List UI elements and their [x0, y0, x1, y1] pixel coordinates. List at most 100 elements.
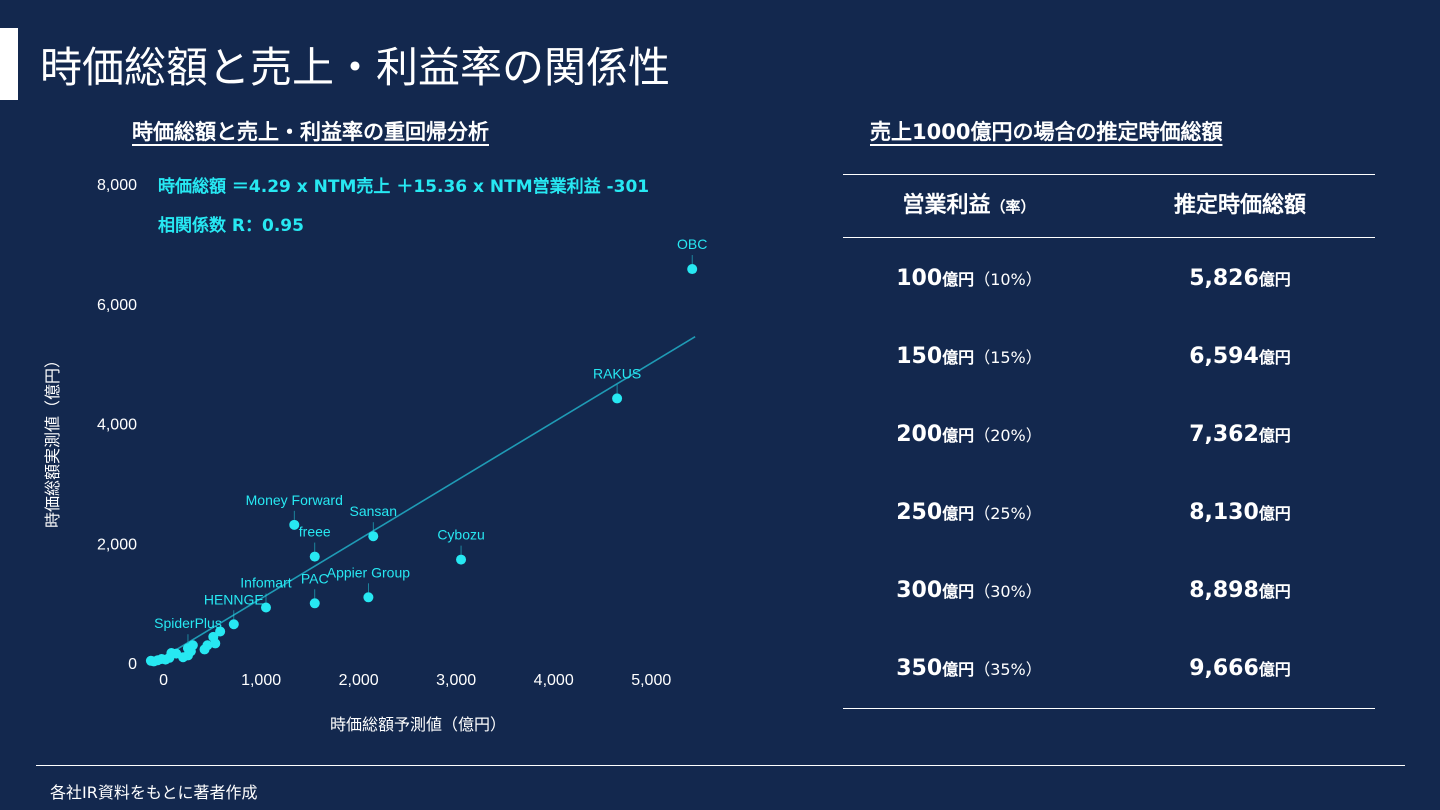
data-point [309, 598, 320, 609]
profit-value: 250 [896, 500, 943, 525]
table-row: 300億円（30%） 8,898億円 [843, 552, 1375, 630]
page-title: 時価総額と売上・利益率の関係性 [40, 43, 671, 92]
y-tick-label: 8,000 [97, 177, 137, 194]
market-cap-value: 8,898 [1189, 578, 1259, 603]
profit-cell: 300億円（30%） [843, 552, 1095, 630]
x-tick-label: 0 [159, 672, 168, 689]
footer-source: 各社IR資料をもとに著者作成 [50, 783, 258, 802]
market-cap-cell: 9,666億円 [1105, 630, 1375, 708]
profit-value: 200 [896, 422, 943, 447]
trendline [153, 336, 696, 664]
data-point [145, 655, 156, 666]
point-label: Cybozu [437, 527, 484, 543]
profit-unit: 億円 [942, 582, 975, 601]
profit-rate: （15%） [974, 348, 1042, 367]
market-cap-value: 7,362 [1189, 422, 1259, 447]
x-tick-label: 3,000 [436, 672, 476, 689]
market-cap-unit: 億円 [1258, 504, 1291, 523]
y-tick-label: 2,000 [97, 536, 137, 553]
data-point [228, 619, 239, 630]
footer-divider [36, 765, 1405, 766]
point-label: Infomart [240, 574, 291, 590]
profit-rate: （20%） [974, 426, 1042, 445]
table-header-rule [843, 237, 1375, 238]
profit-unit: 億円 [942, 660, 975, 679]
market-cap-value: 5,826 [1189, 266, 1259, 291]
market-cap-unit: 億円 [1258, 426, 1291, 445]
point-label: OBC [677, 236, 707, 252]
market-cap-value: 6,594 [1189, 344, 1259, 369]
header-operating-profit: 営業利益（率） [902, 193, 1036, 218]
point-label: RAKUS [593, 365, 641, 381]
data-point [289, 519, 300, 530]
profit-value: 150 [896, 344, 943, 369]
profit-cell: 350億円（35%） [843, 630, 1095, 708]
data-point [199, 644, 210, 655]
data-point [210, 638, 221, 649]
correlation-coefficient: 相関係数 R：0.95 [158, 216, 304, 236]
market-cap-cell: 7,362億円 [1105, 396, 1375, 474]
profit-cell: 100億円（10%） [843, 240, 1095, 318]
table-row: 200億円（20%） 7,362億円 [843, 396, 1375, 474]
point-label: HENNGE [204, 591, 264, 607]
market-cap-cell: 6,594億円 [1105, 318, 1375, 396]
profit-cell: 200億円（20%） [843, 396, 1095, 474]
data-point [363, 592, 374, 603]
profit-rate: （25%） [974, 504, 1042, 523]
profit-unit: 億円 [942, 270, 975, 289]
market-cap-cell: 8,898億円 [1105, 552, 1375, 630]
table-row: 100億円（10%） 5,826億円 [843, 240, 1375, 318]
profit-value: 350 [896, 656, 943, 681]
profit-cell: 250億円（25%） [843, 474, 1095, 552]
profit-rate: （30%） [974, 582, 1042, 601]
profit-rate: （35%） [974, 660, 1042, 679]
table-bottom-rule [843, 708, 1375, 709]
point-label: PAC [301, 570, 329, 586]
data-point [260, 602, 271, 613]
point-label: SpiderPlus [154, 615, 222, 631]
table-section-title: 売上1000億円の場合の推定時価総額 [870, 120, 1223, 144]
header-estimated-market-cap: 推定時価総額 [1173, 193, 1306, 218]
profit-value: 300 [896, 578, 943, 603]
x-tick-label: 1,000 [241, 672, 281, 689]
title-accent-bar [0, 28, 18, 100]
market-cap-value: 9,666 [1189, 656, 1259, 681]
market-cap-value: 8,130 [1189, 500, 1259, 525]
point-label: Appier Group [327, 564, 410, 580]
data-point [612, 393, 623, 404]
profit-rate: （10%） [974, 270, 1042, 289]
profit-unit: 億円 [942, 348, 975, 367]
y-tick-label: 0 [128, 656, 137, 673]
x-tick-label: 4,000 [534, 672, 574, 689]
market-cap-cell: 5,826億円 [1105, 240, 1375, 318]
point-label: Sansan [350, 503, 397, 519]
data-point [368, 531, 379, 542]
market-cap-unit: 億円 [1258, 348, 1291, 367]
data-point [215, 626, 226, 637]
profit-value: 100 [896, 266, 943, 291]
y-tick-label: 4,000 [97, 417, 137, 434]
regression-equation: 時価総額 ＝4.29 x NTM売上 ＋15.36 x NTM営業利益 ‐301 [158, 177, 650, 197]
market-cap-unit: 億円 [1258, 270, 1291, 289]
market-cap-unit: 億円 [1258, 660, 1291, 679]
scatter-chart: 0 1,000 2,000 3,000 4,000 5,000 0 2,000 4,000 6,0… [44, 177, 707, 734]
y-tick-label: 6,000 [97, 297, 137, 314]
point-label: Money Forward [246, 492, 343, 508]
data-point [687, 264, 698, 275]
y-axis-title: 時価総額実測値（億円） [44, 352, 62, 528]
point-label: freee [299, 524, 331, 540]
table-row: 350億円（35%） 9,666億円 [843, 630, 1375, 708]
market-cap-unit: 億円 [1258, 582, 1291, 601]
table-top-rule [843, 174, 1375, 175]
data-point [456, 554, 467, 565]
profit-unit: 億円 [942, 426, 975, 445]
market-cap-cell: 8,130億円 [1105, 474, 1375, 552]
x-tick-label: 5,000 [631, 672, 671, 689]
profit-cell: 150億円（15%） [843, 318, 1095, 396]
profit-unit: 億円 [942, 504, 975, 523]
x-axis-title: 時価総額予測値（億円） [330, 716, 506, 734]
table-row: 150億円（15%） 6,594億円 [843, 318, 1375, 396]
table-row: 250億円（25%） 8,130億円 [843, 474, 1375, 552]
x-tick-label: 2,000 [339, 672, 379, 689]
chart-section-title: 時価総額と売上・利益率の重回帰分析 [132, 120, 489, 144]
